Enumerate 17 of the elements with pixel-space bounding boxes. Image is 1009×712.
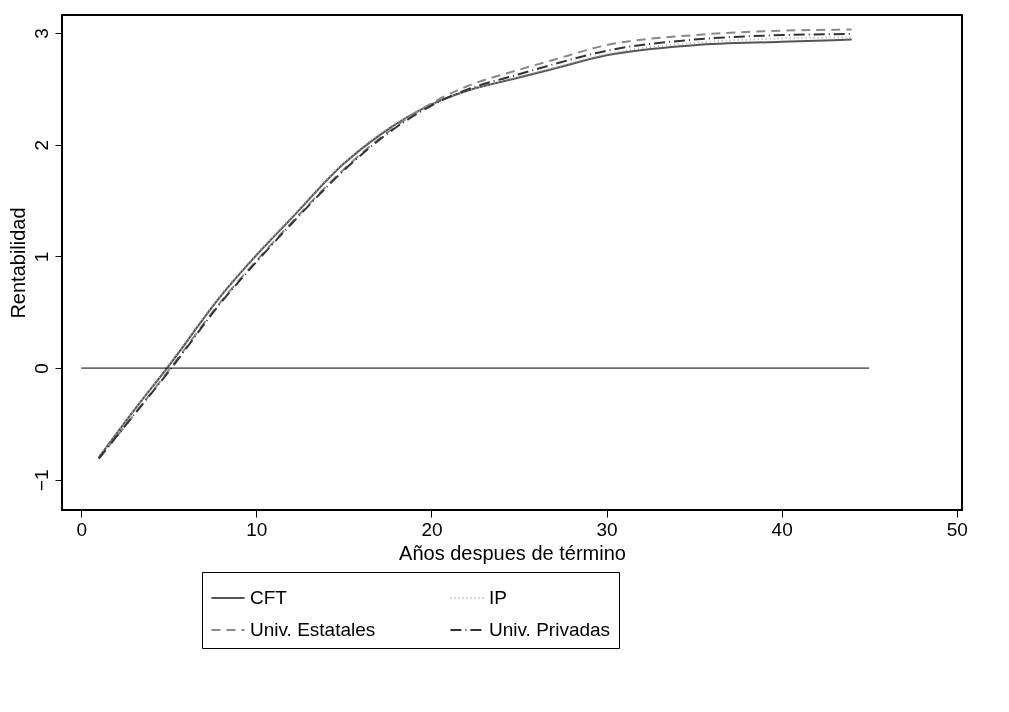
x-tick-label: 30	[596, 518, 618, 540]
legend-label: IP	[489, 587, 507, 608]
x-tick-label: 40	[771, 518, 793, 540]
y-tick-label: 2	[30, 139, 52, 151]
x-tick-label: 0	[76, 518, 88, 540]
legend-label: CFT	[250, 587, 288, 608]
x-tick-label: 20	[421, 518, 443, 540]
legend-label: Univ. Estatales	[250, 619, 376, 640]
x-tick-label: 50	[946, 518, 968, 540]
legend-label: Univ. Privadas	[489, 619, 611, 640]
x-axis-title: Años despues de término	[399, 541, 626, 564]
x-tick-label: 10	[246, 518, 268, 540]
y-tick-label: 1	[30, 251, 52, 263]
y-tick-label: −1	[30, 469, 52, 492]
y-axis-title: Rentabilidad	[6, 207, 29, 319]
y-tick-label: 0	[30, 363, 52, 374]
y-tick-label: 3	[30, 28, 52, 39]
